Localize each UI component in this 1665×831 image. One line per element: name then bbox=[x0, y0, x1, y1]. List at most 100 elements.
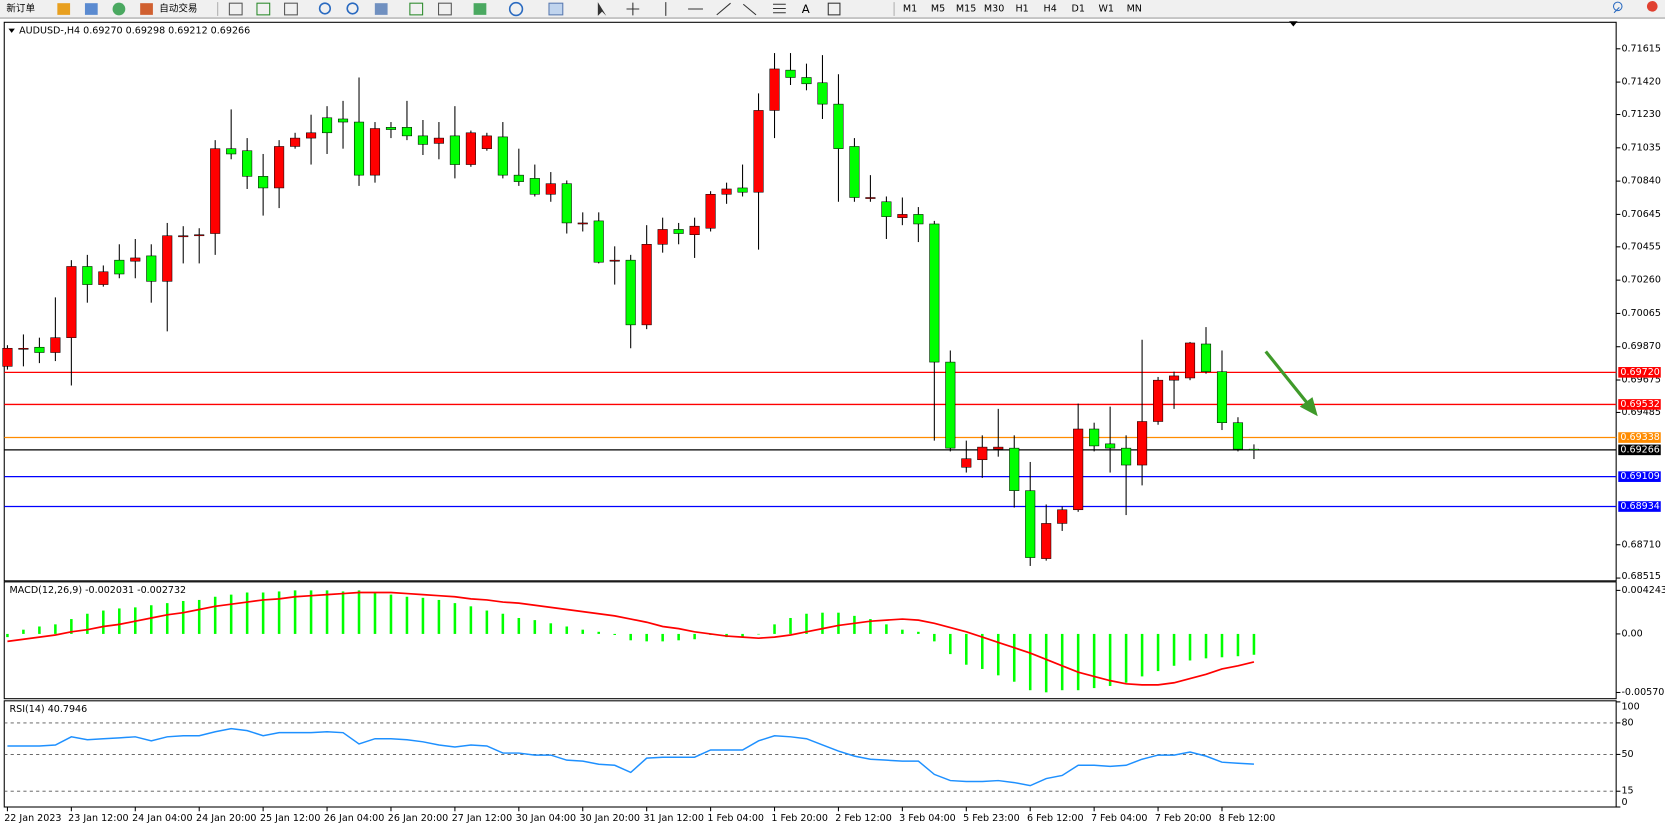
icon[interactable] bbox=[318, 2, 332, 15]
timeframe-button[interactable]: W1 bbox=[1098, 4, 1114, 15]
notification-icon[interactable] bbox=[1646, 1, 1658, 12]
macd-bar bbox=[229, 594, 233, 634]
macd-bar bbox=[996, 633, 1000, 676]
icon[interactable] bbox=[228, 2, 243, 16]
macd-bar bbox=[1140, 633, 1144, 677]
text-tool[interactable]: A bbox=[802, 2, 810, 16]
macd-bar bbox=[149, 605, 153, 634]
toolbar-button[interactable]: 自动交易 bbox=[159, 3, 197, 15]
icon[interactable] bbox=[346, 2, 359, 15]
macd-bar bbox=[86, 613, 89, 634]
icon[interactable] bbox=[473, 3, 487, 15]
y-tick-label: 15 bbox=[1621, 786, 1633, 797]
macd-bar bbox=[197, 599, 201, 634]
candle-body bbox=[785, 69, 796, 78]
macd-bar bbox=[949, 633, 952, 655]
search-icon[interactable] bbox=[1612, 1, 1623, 14]
crosshair-icon[interactable] bbox=[626, 2, 640, 16]
macd-bar bbox=[869, 619, 872, 634]
candle-body bbox=[593, 220, 604, 263]
candle-body bbox=[1232, 422, 1244, 450]
panel-frame bbox=[3, 21, 1617, 582]
macd-bar bbox=[261, 592, 265, 634]
icon[interactable] bbox=[438, 2, 452, 16]
icon[interactable] bbox=[84, 3, 98, 15]
y-tick-label: 0.70065 bbox=[1621, 308, 1660, 319]
timeframe-button[interactable]: M30 bbox=[984, 4, 1004, 15]
icon[interactable] bbox=[112, 2, 126, 16]
timeframe-button[interactable]: MN bbox=[1127, 4, 1142, 15]
candle-body bbox=[737, 187, 748, 193]
draw-icons[interactable] bbox=[742, 3, 786, 16]
candle-body bbox=[2, 347, 13, 367]
macd-bar bbox=[613, 633, 616, 635]
candle-body bbox=[1073, 428, 1084, 511]
candle-body bbox=[18, 347, 29, 350]
label-tool[interactable] bbox=[827, 2, 841, 16]
toolbar-button[interactable]: 新订单 bbox=[6, 3, 35, 15]
icon[interactable] bbox=[284, 2, 298, 16]
candle-body bbox=[353, 121, 365, 176]
candle-body bbox=[481, 135, 492, 149]
candle-body bbox=[146, 255, 157, 282]
icon[interactable] bbox=[57, 3, 71, 15]
candle-body bbox=[449, 135, 460, 165]
timeframe-button[interactable]: H1 bbox=[1016, 4, 1029, 15]
icon[interactable] bbox=[409, 2, 424, 16]
icon[interactable] bbox=[548, 2, 564, 16]
level-label-bg bbox=[1618, 399, 1661, 410]
toolbar-bg bbox=[0, 0, 1665, 19]
candle-body bbox=[1041, 523, 1052, 559]
draw-icons[interactable] bbox=[665, 2, 731, 16]
timeframe-button[interactable]: H4 bbox=[1044, 4, 1057, 15]
candle-body bbox=[657, 229, 668, 245]
macd-bar bbox=[1124, 633, 1128, 683]
candle-body bbox=[306, 132, 317, 139]
macd-bar bbox=[421, 597, 425, 634]
x-tick-label: 24 Jan 04:00 bbox=[132, 813, 192, 824]
icon[interactable] bbox=[256, 2, 271, 16]
macd-bar bbox=[54, 624, 57, 634]
candle-body bbox=[34, 346, 45, 353]
macd-bar bbox=[293, 590, 297, 634]
icon[interactable] bbox=[508, 1, 524, 17]
timeframe-button[interactable]: M1 bbox=[903, 4, 917, 15]
candle-body bbox=[82, 266, 93, 285]
y-tick-label: 100 bbox=[1621, 702, 1639, 713]
candle-body bbox=[1200, 343, 1212, 372]
candle-body bbox=[1121, 447, 1132, 466]
panel-title: AUDUSD-,H4 0.69270 0.69298 0.69212 0.692… bbox=[19, 25, 250, 36]
macd-bar bbox=[373, 592, 377, 634]
macd-bar bbox=[1156, 633, 1160, 672]
macd-bar bbox=[517, 617, 521, 634]
macd-bar bbox=[1172, 633, 1176, 666]
y-tick-label: 0.70840 bbox=[1621, 176, 1660, 187]
y-tick-label: 0.71420 bbox=[1621, 77, 1660, 88]
candle-body bbox=[705, 193, 716, 229]
macd-bar bbox=[118, 608, 121, 634]
x-tick-label: 3 Feb 04:00 bbox=[899, 813, 956, 824]
timeframe-button[interactable]: D1 bbox=[1071, 4, 1084, 15]
icon[interactable] bbox=[374, 3, 388, 15]
candle-body bbox=[673, 229, 684, 234]
macd-bar bbox=[1012, 633, 1016, 682]
x-tick-label: 31 Jan 12:00 bbox=[643, 813, 703, 824]
macd-bar bbox=[1092, 633, 1096, 689]
candle-body bbox=[322, 117, 333, 134]
candle-body bbox=[162, 235, 173, 282]
candle-body bbox=[977, 446, 988, 461]
timeframe-button[interactable]: M5 bbox=[931, 4, 945, 15]
macd-bar bbox=[965, 633, 968, 665]
candle-body bbox=[178, 235, 189, 238]
candle-body bbox=[1105, 443, 1116, 449]
macd-bar bbox=[1220, 633, 1224, 658]
candle-body bbox=[833, 103, 844, 149]
signal-line bbox=[7, 591, 1255, 686]
icon[interactable] bbox=[140, 3, 153, 15]
candle-body bbox=[210, 148, 221, 234]
macd-bar bbox=[837, 612, 840, 634]
timeframe-button[interactable]: M15 bbox=[956, 4, 976, 15]
candle-body bbox=[897, 214, 908, 218]
candle-body bbox=[513, 174, 524, 182]
level-label-bg bbox=[1618, 444, 1661, 456]
